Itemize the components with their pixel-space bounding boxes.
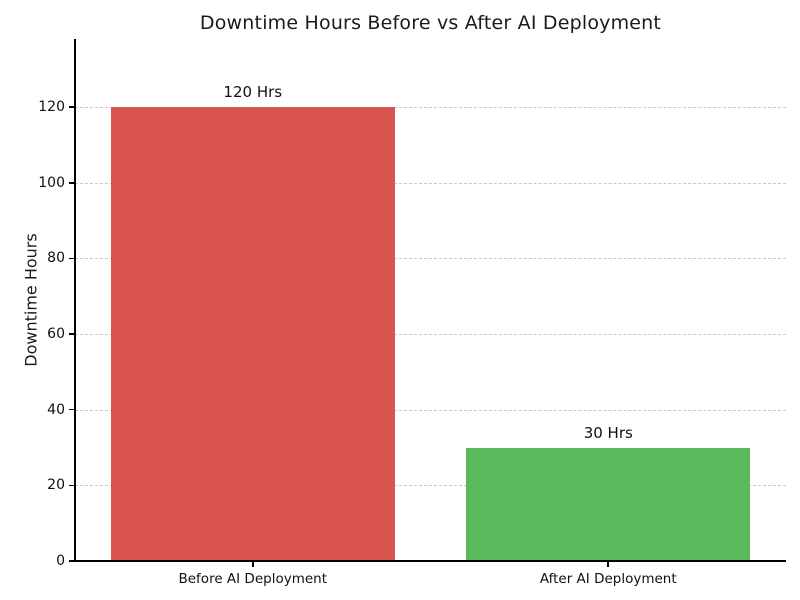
chart-title: Downtime Hours Before vs After AI Deploy… (199, 12, 662, 34)
y-tick-mark-120 (69, 106, 75, 108)
y-tick-mark-0 (69, 560, 75, 562)
y-tick-label-100: 100 (38, 174, 65, 191)
y-tick-label-60: 60 (47, 326, 65, 343)
gridline-y-20 (75, 485, 786, 487)
y-tick-mark-100 (69, 181, 75, 184)
gridline-y-120 (75, 107, 786, 109)
x-tick-label-after: After AI Deployment (539, 571, 677, 587)
y-tick-mark-40 (69, 408, 75, 411)
x-tick-mark-1 (607, 561, 610, 567)
x-tick-label-before: Before AI Deployment (178, 571, 328, 587)
y-tick-label-40: 40 (47, 401, 65, 418)
x-axis-spine (74, 560, 786, 562)
y-tick-mark-20 (69, 484, 75, 487)
y-tick-mark-80 (69, 257, 75, 260)
y-tick-label-80: 80 (47, 250, 65, 267)
y-tick-label-120: 120 (38, 99, 65, 116)
y-axis-spine (74, 39, 76, 561)
gridline-y-100 (75, 182, 786, 184)
bar-after (466, 447, 751, 561)
bar-value-label-after: 30 Hrs (583, 423, 633, 442)
gridline-y-80 (75, 258, 786, 260)
plot-area: 120 Hrs 30 Hrs 0 20 40 60 80 100 120 Before AI … (38, 39, 786, 587)
gridline-y-60 (75, 334, 786, 336)
bar-value-label-before: 120 Hrs (223, 83, 283, 102)
y-tick-mark-60 (69, 333, 75, 335)
y-tick-label-20: 20 (47, 477, 65, 494)
gridline-y-40 (75, 409, 786, 411)
x-tick-mark-0 (251, 561, 254, 567)
bar-before (110, 107, 395, 561)
y-tick-label-0: 0 (56, 553, 65, 569)
